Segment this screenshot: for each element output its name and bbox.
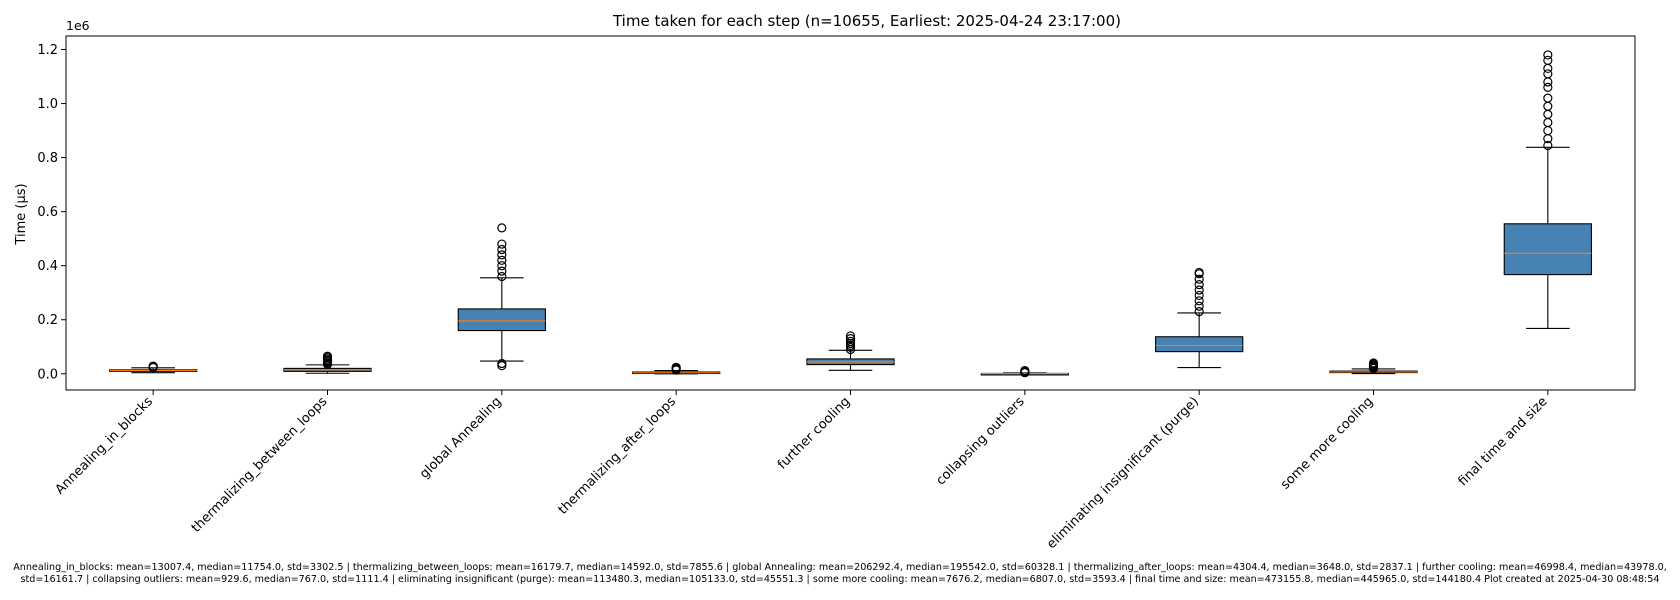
outlier-point: [1194, 267, 1204, 278]
outlier-point: [1543, 109, 1553, 119]
box-0: [109, 361, 198, 374]
box-4: [806, 331, 895, 371]
outlier-point: [497, 261, 507, 271]
x-axis-ticks: Annealing_in_blocks thermalizing_between_…: [53, 390, 1551, 552]
outlier-point: [1194, 307, 1204, 317]
box-iqr: [1155, 336, 1244, 353]
y-axis-label: Time (µs): [14, 183, 29, 245]
y-tick-label: 1.2: [37, 43, 58, 58]
box-7: [1329, 358, 1418, 375]
outlier-point: [1194, 280, 1204, 290]
outlier-point: [1543, 117, 1553, 128]
box-3: [632, 362, 721, 375]
y-tick-label: 1.0: [37, 97, 58, 112]
outlier-point: [322, 351, 333, 361]
y-tick-label: 0.8: [37, 151, 58, 166]
x-tick-label: collapsing outliers: [933, 394, 1027, 488]
box-1: [283, 351, 372, 374]
x-tick-label: final time and size: [1456, 394, 1551, 489]
footer-statistics: Annealing_in_blocks: mean=13007.4, media…: [13, 562, 1667, 585]
x-tick-label: thermalizing_between_loops: [189, 394, 331, 536]
outlier-point: [1543, 50, 1553, 60]
outlier-point: [1543, 63, 1553, 74]
x-tick-label: global Annealing: [417, 394, 505, 482]
outlier-point: [1194, 296, 1204, 306]
outlier-point: [1543, 140, 1553, 151]
outlier-point: [1194, 285, 1204, 295]
x-tick-label: eliminating insignificant (purge): [1044, 394, 1202, 552]
box-2: [457, 223, 546, 371]
outlier-point: [1543, 82, 1553, 92]
outlier-point: [845, 331, 856, 341]
outlier-point: [1020, 365, 1030, 376]
outlier-point: [497, 223, 507, 233]
y-tick-label: 0.2: [37, 313, 58, 328]
box-5: [980, 365, 1069, 378]
outlier-point: [1543, 77, 1553, 87]
outlier-point: [497, 244, 507, 255]
outlier-point: [1543, 55, 1553, 65]
x-tick-label: thermalizing_after_loops: [556, 394, 680, 518]
y-tick-label: 0.0: [37, 367, 58, 382]
outlier-point: [1194, 274, 1204, 284]
outlier-point: [497, 271, 507, 282]
boxes-layer: [109, 50, 1592, 378]
outlier-point: [845, 334, 856, 344]
outlier-point: [497, 250, 507, 260]
outlier-point: [1543, 69, 1553, 79]
x-tick-label: Annealing_in_blocks: [53, 394, 157, 498]
plot-area-frame: [65, 35, 1636, 391]
chart-title: Time taken for each step (n=10655, Earli…: [612, 12, 1121, 30]
box-8: [1503, 50, 1592, 329]
outlier-point: [148, 361, 158, 371]
outlier-point: [845, 336, 856, 346]
outlier-point: [1543, 101, 1553, 111]
outlier-point: [1194, 301, 1204, 311]
x-tick-label: some more cooling: [1278, 394, 1376, 492]
box-iqr: [1503, 223, 1592, 276]
outlier-point: [497, 266, 507, 276]
x-tick-label: further cooling: [775, 394, 853, 472]
outlier-point: [1194, 290, 1204, 301]
y-axis-ticks: 0.0 0.2 0.4 0.6 0.8 1.0 1.2: [37, 43, 66, 382]
outlier-point: [497, 358, 507, 369]
outlier-point: [1543, 125, 1553, 136]
y-tick-label: 0.6: [37, 205, 58, 220]
outlier-point: [1368, 358, 1379, 368]
outlier-point: [671, 362, 681, 372]
y-tick-label: 0.4: [37, 259, 58, 274]
box-6: [1155, 267, 1244, 369]
outlier-point: [497, 239, 507, 249]
box-iqr: [457, 308, 546, 332]
outlier-point: [1543, 93, 1553, 103]
y-scale-label: 1e6: [66, 18, 90, 33]
outlier-point: [497, 255, 507, 265]
